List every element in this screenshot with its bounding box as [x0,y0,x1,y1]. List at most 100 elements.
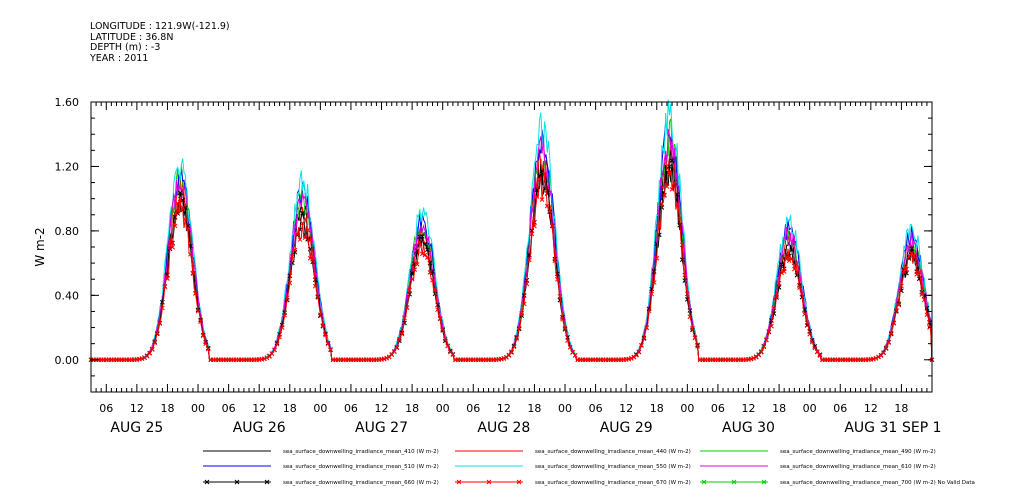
series-point-7 [549,223,555,229]
series-point-7 [552,258,558,264]
series-point-7 [567,344,573,350]
x-tick-label: 18 [650,402,664,415]
series-point-7 [888,330,894,336]
series-point-7 [565,338,570,343]
series-point-7 [154,330,160,336]
x-tick-label: 06 [589,402,603,415]
series-point-7 [769,323,774,329]
series-line-6 [91,160,933,361]
series-point-7 [776,280,782,286]
series-point-7 [771,305,777,311]
series-point-7 [524,281,530,287]
series-point-7 [277,334,282,340]
x-tick-label: 18 [772,402,786,415]
series-point-7 [763,337,769,343]
series-point-6 [177,190,183,196]
series-point-7 [310,257,316,262]
legend: sea_surface_downwelling_irradiance_mean_… [203,449,975,486]
series-point-7 [667,171,672,177]
series-point-7 [662,193,667,198]
series-point-6 [430,269,435,274]
series-point-7 [318,312,323,318]
x-tick-label: 12 [375,402,389,415]
series-point-6 [312,277,318,283]
x-tick-label: 18 [405,402,419,415]
x-date-label: AUG 26 [233,420,286,436]
series-point-7 [881,350,886,356]
x-date-label: AUG 31 [844,420,897,436]
series-point-6 [557,297,563,303]
series-point-7 [193,290,198,296]
series-point-6 [669,158,675,163]
x-tick-label: 06 [99,402,113,415]
series-point-7 [812,345,818,351]
series-point-7 [165,276,170,282]
series-point-7 [876,354,881,360]
series-point-7 [182,216,188,222]
series-line-7 [91,168,933,361]
x-date-label: AUG 30 [722,420,775,436]
series-point-7 [511,344,517,350]
series-point-6 [779,262,784,267]
series-point-7 [412,267,418,273]
series-point-7 [160,305,165,311]
y-axis-label: W m-2 [33,227,47,266]
series-point-7 [557,293,563,299]
series-point-7 [289,254,295,259]
series-point-7 [402,315,407,321]
series-point-6 [409,270,415,276]
series-point-7 [641,336,647,342]
series-point-7 [414,261,420,267]
depth-label: DEPTH (m) : -3 [90,42,161,53]
series-point-7 [659,201,665,207]
series-point-7 [149,346,155,352]
series-point-6 [667,164,672,170]
series-point-7 [649,291,655,297]
series-point-7 [664,184,670,189]
series-point-7 [687,314,693,320]
series-point-7 [397,336,402,342]
series-point-7 [430,277,435,283]
series-point-7 [634,352,639,358]
series-point-7 [509,349,514,355]
series-point-7 [516,325,522,331]
series-point-7 [656,221,662,226]
series-point-7 [427,270,433,275]
series-point-7 [809,339,815,345]
latitude-label: LATITUDE : 36.8N [90,31,174,43]
series-point-7 [672,180,677,185]
series-line-0 [91,147,933,361]
series-point-7 [170,244,175,250]
series-point-7 [781,269,787,274]
series-point-7 [274,341,280,347]
series-point-7 [891,320,897,326]
series-point-7 [180,205,186,210]
legend-label-6: sea_surface_downwelling_irradiance_mean_… [283,480,439,486]
series-point-7 [572,353,578,358]
legend-marker-8 [731,479,737,485]
series-point-7 [924,312,930,318]
series-point-7 [797,285,802,290]
series-point-7 [628,355,634,361]
series-point-7 [435,307,440,313]
series-point-7 [437,316,443,321]
series-point-7 [774,293,779,298]
series-point-7 [200,333,206,338]
series-point-7 [817,353,823,358]
x-tick-label: 18 [527,402,541,415]
series-point-7 [537,176,542,182]
x-tick-label: 06 [344,402,358,415]
x-tick-label: 06 [711,402,725,415]
year-label: YEAR : 2011 [90,52,149,64]
series-point-6 [180,197,186,203]
series-point-7 [544,203,550,209]
series-point-7 [873,355,879,361]
series-point-7 [562,325,568,331]
series-point-7 [167,243,173,248]
legend-marker-8 [761,479,767,485]
series-point-7 [264,355,270,361]
series-point-7 [292,247,298,253]
series-point-7 [142,355,147,361]
x-tick-label: 12 [252,402,266,415]
legend-label-2: sea_surface_downwelling_irradiance_mean_… [780,449,936,455]
